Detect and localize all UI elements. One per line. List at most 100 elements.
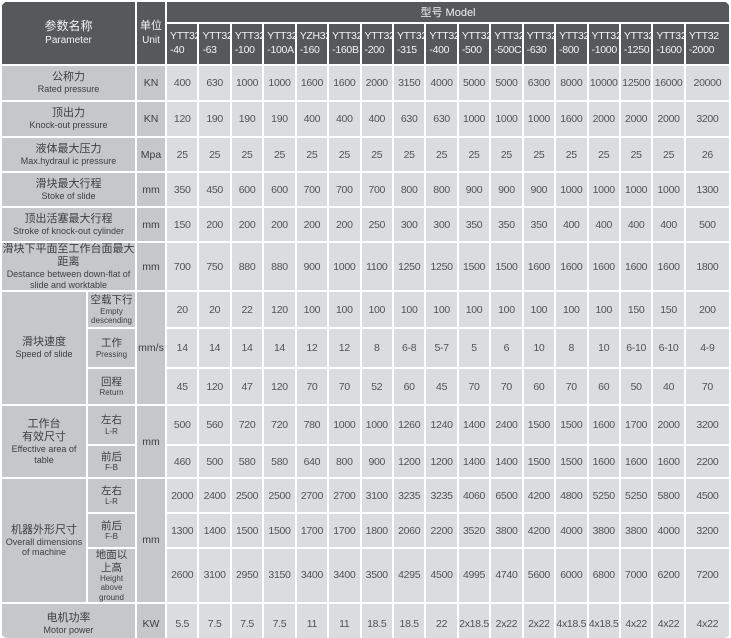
value-cell: 1600: [653, 243, 684, 291]
label-en: Destance between down-flat of slide and …: [6, 269, 131, 290]
table-header: 参数名称 Parameter 单位 Unit 型号 Model YTT32 -40…: [2, 2, 729, 64]
value-cell: 1250: [393, 243, 425, 291]
value-cell: 1200: [393, 446, 425, 478]
value-cell: 1600: [556, 243, 587, 291]
value-cell: 1700: [329, 514, 360, 548]
value-cell: 2000: [361, 66, 392, 100]
label-en: Rated pressure: [37, 84, 100, 95]
model-header: YTT32 -2000: [685, 24, 729, 64]
value-cell: 4740: [491, 549, 522, 602]
value-cell: 630: [199, 66, 230, 100]
label-zh: 空载下行: [90, 294, 133, 307]
model-header: YTT32 -200: [361, 24, 392, 64]
label-zh: 机器外形尺寸: [11, 523, 77, 536]
row-label: 电机功率 Motor power: [2, 603, 136, 638]
value-cell: 25: [556, 138, 587, 171]
value-cell: 900: [296, 243, 328, 291]
label-zh: 液体最大压力: [35, 142, 102, 155]
group-label: 机器外形尺寸 Overall dimensions of machine: [2, 479, 86, 602]
value-cell: 1700: [296, 514, 328, 548]
value-cell: 4000: [653, 514, 684, 548]
value-cell: 100: [296, 292, 328, 328]
unit-cell: Mpa: [137, 138, 166, 171]
value-cell: 5250: [588, 479, 619, 513]
value-cell: 2000: [653, 406, 684, 445]
value-cell: 6800: [588, 549, 619, 602]
value-cell: 40: [653, 369, 684, 405]
value-cell: 2200: [426, 514, 457, 548]
value-cell: 1000: [264, 66, 295, 100]
spec-table-body: 公称力 Rated pressure KN 400 630 1000 1000 1600 160…: [2, 66, 729, 638]
table-row: 公称力 Rated pressure KN 400 630 1000 1000 1600 160…: [2, 66, 729, 100]
value-cell: 11: [296, 603, 328, 638]
table-row: 液体最大压力 Max.hydraul ic pressure Mpa 25 25 25 25…: [2, 138, 729, 171]
table-subrow: 机器外形尺寸 Overall dimensions of machine 左右 L-R…: [2, 479, 729, 602]
value-cell: 2400: [199, 479, 230, 513]
value-cell: 1400: [458, 446, 490, 478]
value-cell: 1500: [231, 514, 263, 548]
value-cell: 100: [523, 292, 555, 328]
value-cell: 16000: [653, 66, 684, 100]
table-row: 滑块最大行程 Stoke of slide mm 350 450 600 600 700 700…: [2, 173, 729, 206]
unit-cell: KW: [137, 603, 166, 638]
value-cell: 350: [491, 208, 522, 241]
value-cell: 100: [458, 292, 490, 328]
parameter-header: 参数名称 Parameter: [2, 2, 136, 64]
label-en: Speed of slide: [15, 349, 73, 360]
value-cell: 400: [361, 102, 392, 136]
value-cell: 150: [167, 208, 198, 241]
value-cell: 2400: [491, 406, 522, 445]
value-cell: 580: [264, 446, 295, 478]
value-cell: 4295: [393, 549, 425, 602]
value-cell: 2060: [393, 514, 425, 548]
value-cell: 25: [329, 138, 360, 171]
value-cell: 2500: [264, 479, 295, 513]
value-cell: 6-10: [620, 329, 652, 368]
table-subrow: 工作 Pressing 14 14 14 14 12 12 8 6-8 5-7 5 6 10 8 10 6-10…: [2, 329, 729, 368]
value-cell: 1000: [329, 406, 360, 445]
value-cell: 2x22: [523, 603, 555, 638]
table-row: 滑块下平面至工作台面最大距离 Destance between down-flat…: [2, 243, 729, 291]
value-cell: 7.5: [199, 603, 230, 638]
value-cell: 20000: [685, 66, 729, 100]
value-cell: 25: [491, 138, 522, 171]
table-subrow: 回程 Return 45 120 47 120 70 70 52 60 45 70 70 60 70 60 50…: [2, 369, 729, 405]
table-row: 顶出力 Knock-out pressure KN 120 190 190 190 400 40…: [2, 102, 729, 136]
value-cell: 1600: [588, 406, 619, 445]
value-cell: 750: [199, 243, 230, 291]
value-cell: 25: [653, 138, 684, 171]
value-cell: 6-10: [653, 329, 684, 368]
value-cell: 6: [491, 329, 522, 368]
value-cell: 5250: [620, 479, 652, 513]
value-cell: 1500: [264, 514, 295, 548]
value-cell: 60: [393, 369, 425, 405]
value-cell: 25: [620, 138, 652, 171]
value-cell: 60: [588, 369, 619, 405]
value-cell: 400: [167, 66, 198, 100]
label-en: Stroke of knock-out cylinder: [12, 225, 125, 236]
value-cell: 8: [361, 329, 392, 368]
label-zh: 回程: [101, 375, 122, 388]
value-cell: 1200: [426, 446, 457, 478]
value-cell: 2000: [620, 102, 652, 136]
model-header: YTT32 -1250: [620, 24, 652, 64]
value-cell: 400: [620, 208, 652, 241]
value-cell: 190: [231, 102, 263, 136]
label-en: Pressing: [95, 349, 128, 359]
value-cell: 1600: [296, 66, 328, 100]
value-cell: 10: [523, 329, 555, 368]
value-cell: 120: [264, 292, 295, 328]
sub-label: 地面以 上高 Height above ground: [88, 549, 136, 602]
label-en: Motor power: [43, 625, 94, 636]
table-subrow: 工作台 有效尺寸 Effective area of table 左右 L-R mm 50…: [2, 406, 729, 478]
value-cell: 1600: [556, 102, 587, 136]
value-cell: 25: [426, 138, 457, 171]
value-cell: 200: [329, 208, 360, 241]
model-header: YTT32 -315: [393, 24, 425, 64]
value-cell: 600: [231, 173, 263, 206]
value-cell: 190: [264, 102, 295, 136]
value-cell: 700: [296, 173, 328, 206]
value-cell: 250: [361, 208, 392, 241]
label-zh: 前后: [101, 519, 122, 532]
value-cell: 25: [393, 138, 425, 171]
